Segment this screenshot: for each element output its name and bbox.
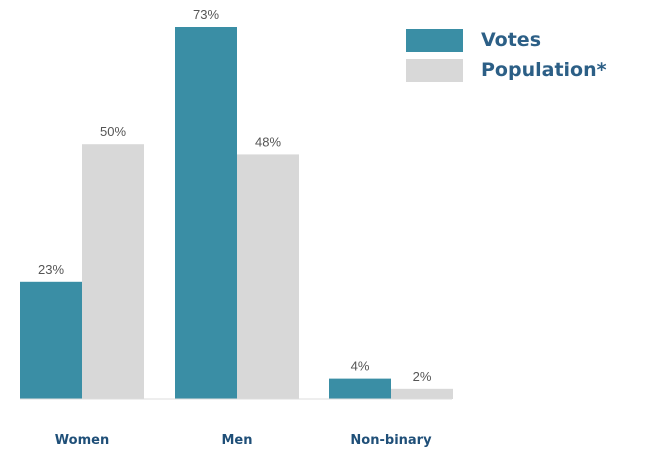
category-label-men: Men	[221, 433, 252, 448]
legend-swatch-votes	[406, 28, 463, 52]
legend-item-votes: Votes	[406, 25, 607, 55]
bar-votes-non-binary	[329, 378, 391, 399]
legend-item-population: Population*	[406, 55, 607, 85]
legend-swatch-population	[406, 58, 463, 82]
value-label-votes-men: 73%	[193, 7, 219, 22]
category-labels-group: Women Men Non-binary	[55, 433, 432, 448]
bars-group	[20, 27, 453, 399]
value-label-population-women: 50%	[100, 124, 126, 139]
bar-votes-women	[20, 281, 82, 399]
bar-population-men	[237, 154, 299, 399]
category-label-non-binary: Non-binary	[350, 433, 432, 448]
legend-label-population: Population*	[481, 59, 607, 81]
value-label-votes-non-binary: 4%	[351, 359, 370, 374]
value-labels-group: 23% 50% 73% 48% 4% 2%	[38, 7, 432, 384]
category-label-women: Women	[55, 433, 109, 448]
legend-label-votes: Votes	[481, 29, 541, 51]
value-label-population-non-binary: 2%	[413, 369, 432, 384]
value-label-population-men: 48%	[255, 134, 281, 149]
bar-votes-men	[175, 27, 237, 399]
bar-population-non-binary	[391, 388, 453, 399]
legend: Votes Population*	[406, 25, 607, 85]
bar-population-women	[82, 144, 144, 399]
value-label-votes-women: 23%	[38, 262, 64, 277]
